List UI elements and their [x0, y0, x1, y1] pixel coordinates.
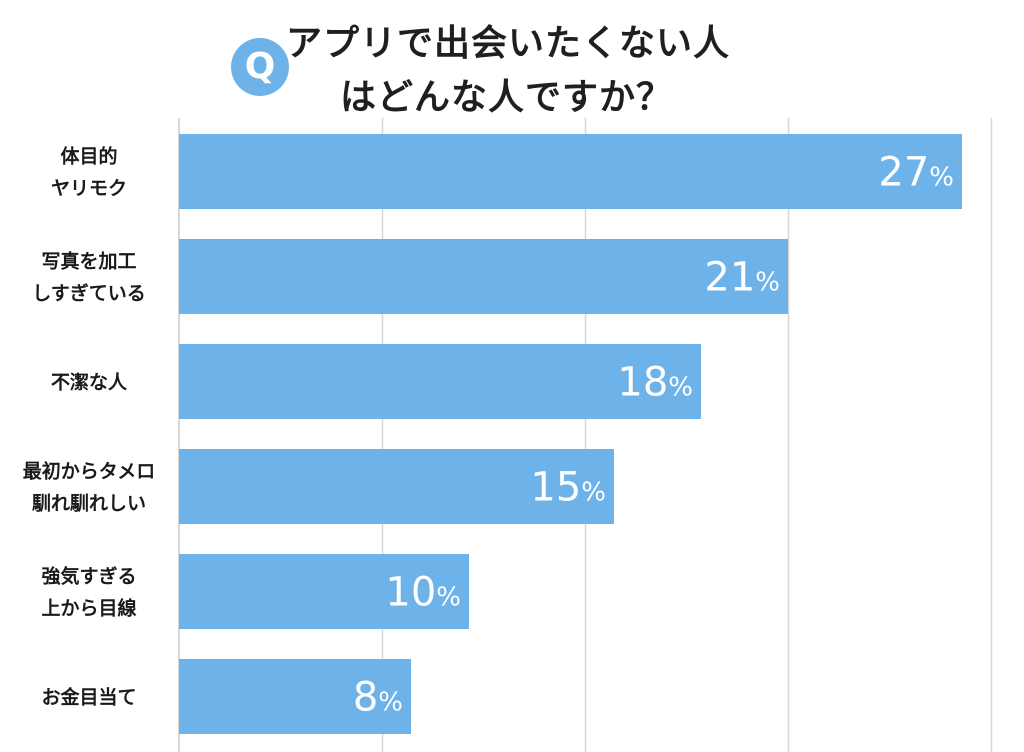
value-label-3: 15% — [530, 465, 606, 511]
value-label-2: 18% — [617, 360, 693, 406]
category-label-0-1: ヤリモク — [51, 178, 127, 200]
category-label-1-1: しすぎている — [32, 282, 146, 305]
category-label-0-0: 体目的 — [60, 145, 117, 168]
chart-title: Q アプリで出会いたくない人 はどんな人ですか？ — [0, 0, 1024, 120]
value-label-4: 10% — [385, 570, 461, 616]
bar-1 — [179, 239, 788, 314]
value-label-0: 27% — [878, 150, 954, 196]
bar-5 — [179, 659, 411, 734]
category-label-1-0: 写真を加工 — [41, 250, 136, 273]
category-label-3-0: 最初からタメロ — [23, 460, 155, 483]
bar-0 — [179, 134, 962, 209]
question-badge: Q — [231, 38, 289, 96]
category-label-5-0: お金目当て — [41, 686, 136, 709]
bar-2 — [179, 344, 701, 419]
title-line-1: アプリで出会いたくない人 — [286, 23, 731, 64]
category-label-3-1: 馴れ馴れしい — [32, 493, 146, 515]
value-label-1: 21% — [704, 255, 780, 301]
category-label-2-0: 不潔な人 — [51, 372, 128, 394]
bar-4 — [179, 554, 469, 629]
title-line-2: はどんな人ですか？ — [340, 77, 674, 118]
category-label-4-1: 上から目線 — [41, 597, 136, 620]
category-label-4-0: 強気すぎる — [41, 565, 136, 588]
bar-3 — [179, 449, 614, 524]
value-label-5: 8% — [353, 675, 403, 721]
